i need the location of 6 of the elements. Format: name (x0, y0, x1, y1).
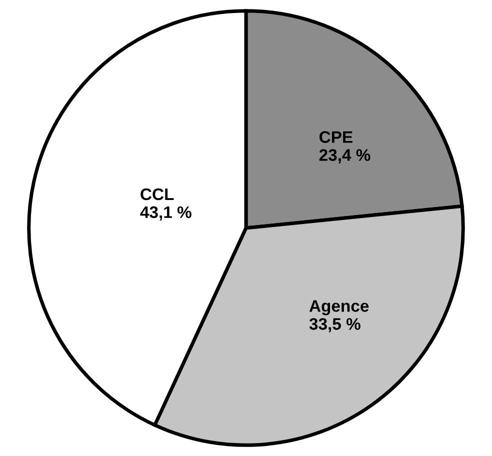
data-label: 43,1 % (140, 206, 192, 221)
data-label: 23,4 % (319, 149, 370, 164)
slice-label: CCL (140, 188, 174, 200)
data-label: 33,5 % (309, 318, 360, 332)
slice-label: CPE (320, 131, 352, 143)
slice-label: Agence (309, 300, 369, 316)
